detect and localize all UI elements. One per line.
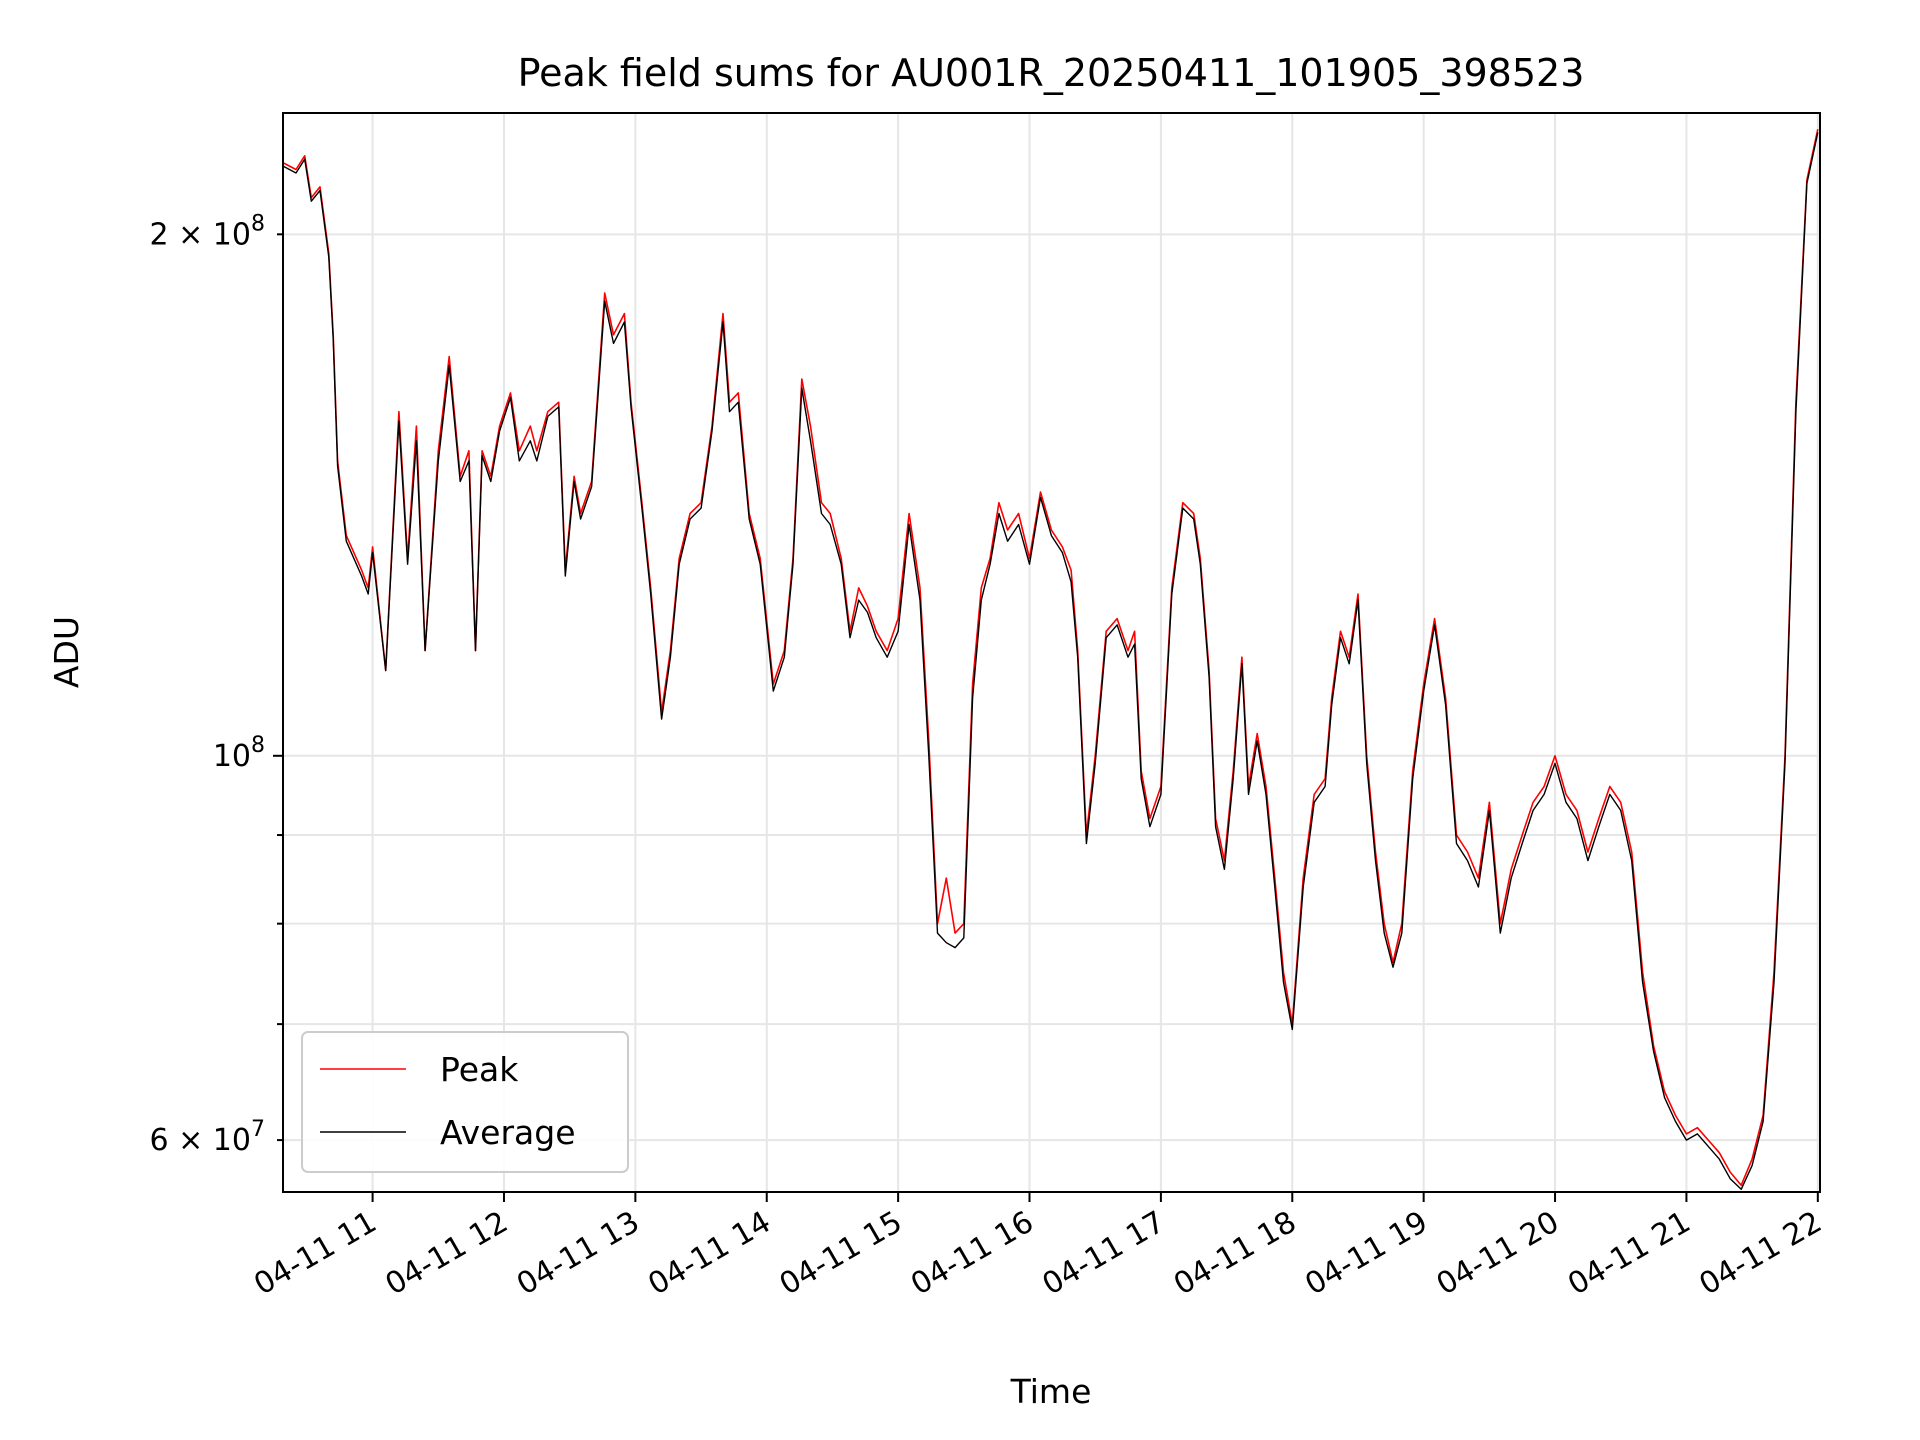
legend: Peak Average <box>301 1031 629 1173</box>
series-line-peak <box>283 129 1819 1187</box>
x-axis-label: Time <box>1010 1372 1092 1411</box>
y-tick-label: 2 × 108 <box>150 211 265 252</box>
y-axis-ticks: 108 6 × 107 2 × 108 <box>150 211 283 1158</box>
legend-label-average: Average <box>440 1113 576 1152</box>
plot-lines <box>283 129 1819 1191</box>
legend-box <box>301 1031 629 1173</box>
legend-label-peak: Peak <box>440 1050 519 1089</box>
series-line-average <box>283 132 1819 1191</box>
grid <box>283 113 1820 1192</box>
y-tick-label: 108 <box>213 733 265 774</box>
chart-title: Peak field sums for AU001R_20250411_1019… <box>518 51 1585 95</box>
y-axis-label: ADU <box>47 616 86 688</box>
plot-frame <box>282 112 1821 1193</box>
y-tick-label: 6 × 107 <box>150 1117 265 1158</box>
